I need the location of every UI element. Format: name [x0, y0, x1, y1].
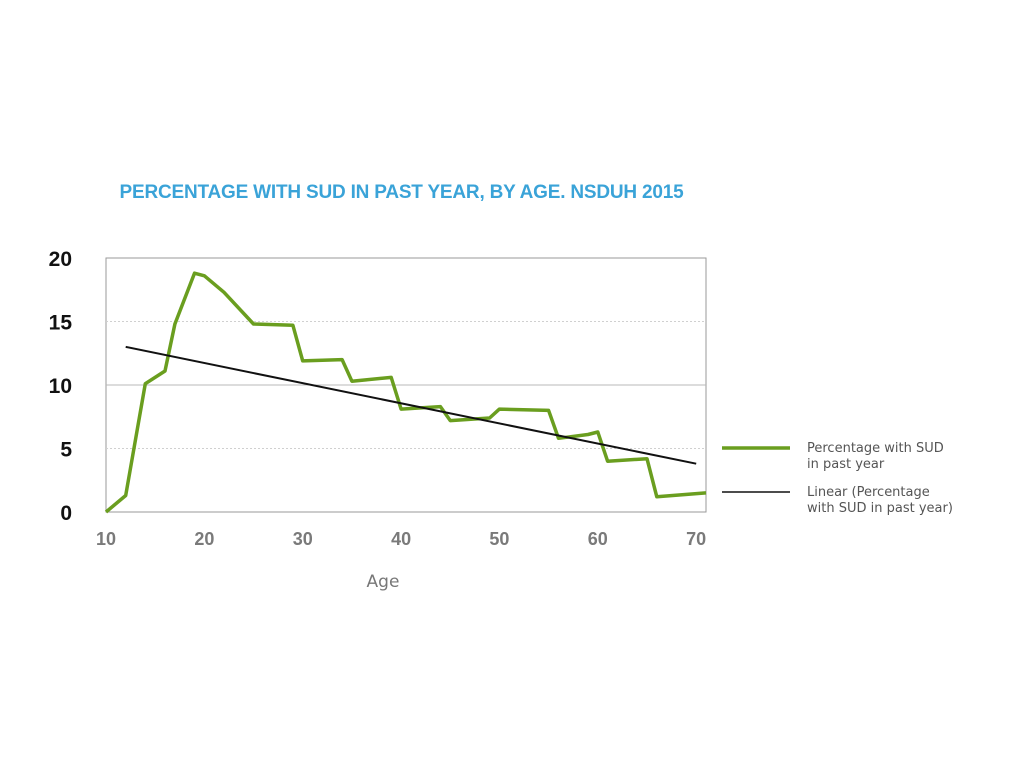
legend-label: with SUD in past year) — [807, 501, 953, 516]
legend-label: Percentage with SUD — [807, 441, 944, 456]
x-tick-label: 50 — [489, 529, 509, 549]
x-tick-label: 30 — [293, 529, 313, 549]
series-line-percentage — [104, 271, 707, 514]
x-tick-label: 70 — [686, 529, 706, 549]
y-axis-ticks: 20 15 10 5 0 — [49, 248, 73, 525]
y-tick-label: 10 — [49, 375, 72, 398]
y-tick-label: 0 — [60, 502, 72, 525]
y-tick-label: 20 — [49, 248, 72, 271]
legend-label: in past year — [807, 457, 885, 472]
x-tick-label: 20 — [194, 529, 214, 549]
x-tick-label: 40 — [391, 529, 411, 549]
series-line-linear-trend — [125, 345, 697, 465]
gridlines — [106, 321, 706, 449]
chart-title: PERCENTAGE WITH SUD IN PAST YEAR, BY AGE… — [119, 182, 684, 203]
series-group — [104, 271, 707, 514]
y-tick-label: 5 — [60, 439, 72, 462]
legend-label: Linear (Percentage — [807, 485, 930, 500]
x-axis-label: Age — [367, 572, 400, 592]
x-axis-ticks: 10 20 30 40 50 60 70 — [96, 529, 706, 549]
x-tick-label: 60 — [588, 529, 608, 549]
x-tick-label: 10 — [96, 529, 116, 549]
y-tick-label: 15 — [49, 312, 73, 335]
